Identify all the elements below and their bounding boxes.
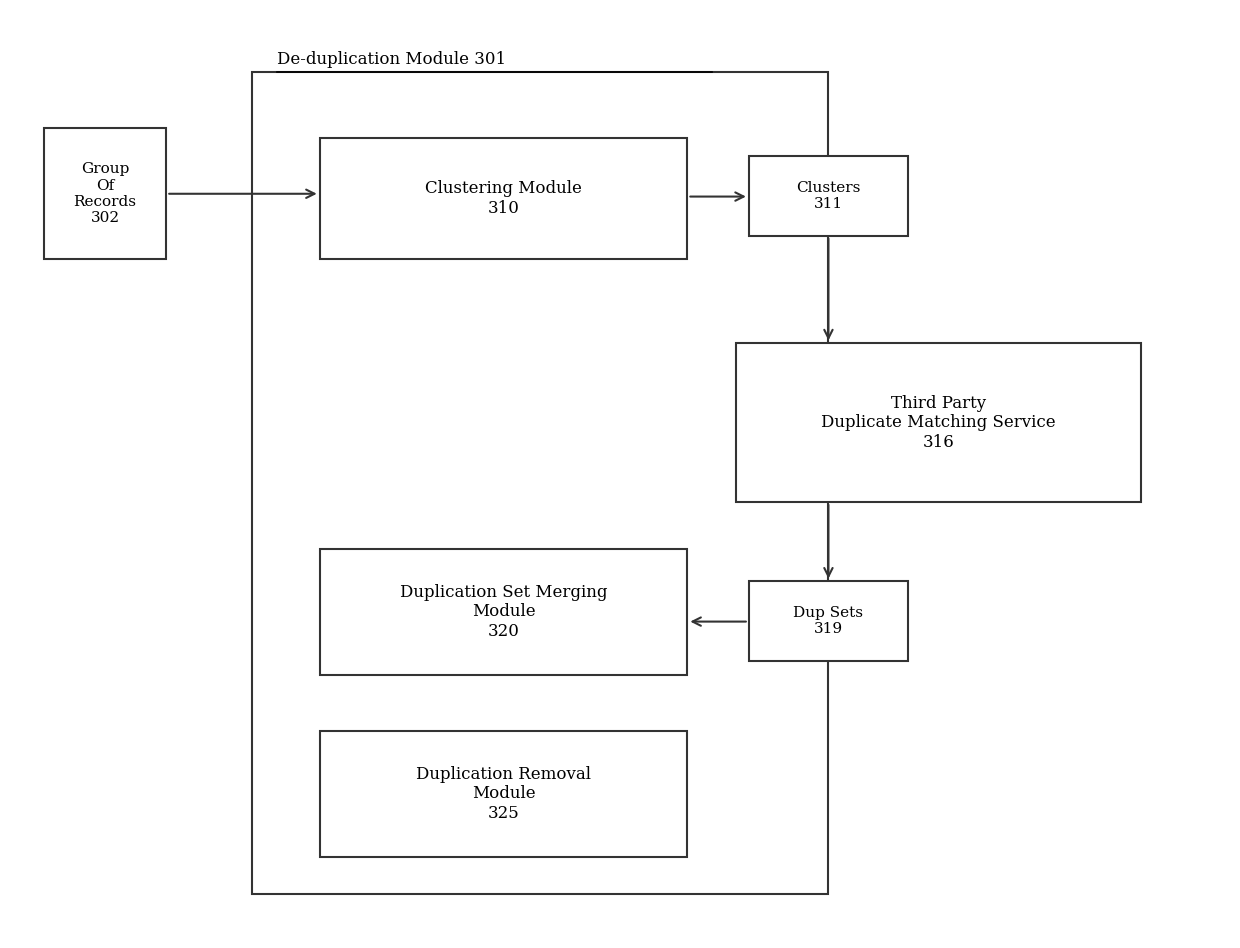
Text: Duplication Set Merging
Module
320: Duplication Set Merging Module 320: [399, 584, 608, 640]
FancyBboxPatch shape: [320, 137, 687, 259]
FancyBboxPatch shape: [749, 581, 908, 661]
FancyBboxPatch shape: [737, 343, 1141, 502]
Text: Group
Of
Records
302: Group Of Records 302: [73, 162, 136, 225]
Text: Third Party
Duplicate Matching Service
316: Third Party Duplicate Matching Service 3…: [821, 394, 1056, 450]
Text: Clustering Module
310: Clustering Module 310: [425, 180, 582, 217]
Text: Duplication Removal
Module
325: Duplication Removal Module 325: [415, 766, 591, 822]
Text: Dup Sets
319: Dup Sets 319: [794, 606, 863, 636]
FancyBboxPatch shape: [320, 549, 687, 675]
FancyBboxPatch shape: [749, 156, 908, 236]
Text: De-duplication Module 301: De-duplication Module 301: [277, 50, 506, 67]
Text: Clusters
311: Clusters 311: [796, 181, 861, 211]
FancyBboxPatch shape: [43, 128, 166, 259]
FancyBboxPatch shape: [320, 731, 687, 857]
